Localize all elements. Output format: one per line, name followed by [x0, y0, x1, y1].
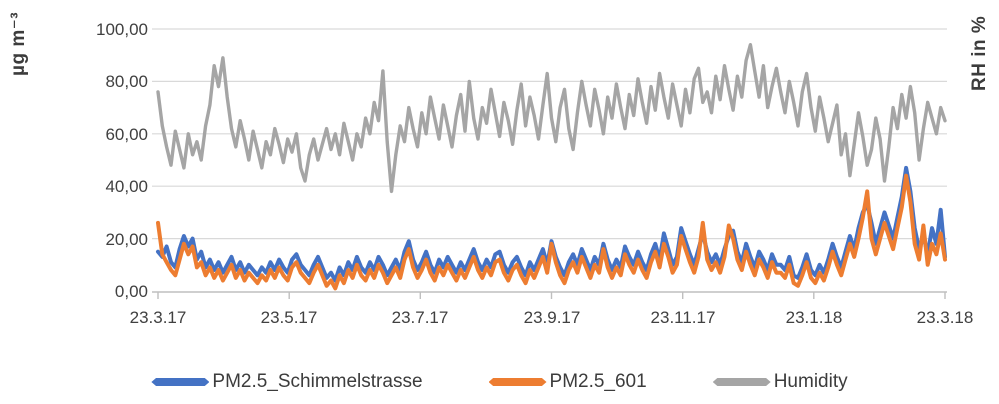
x-tick-label: 23.1.18 [785, 308, 843, 327]
x-tick-label: 23.3.17 [129, 308, 187, 327]
legend-item-humidity: Humidity [712, 371, 848, 393]
y-tick-label: 80,00 [105, 72, 148, 91]
legend-label: PM2.5_Schimmelstrasse [212, 371, 423, 392]
legend-marker-line [712, 378, 771, 386]
y-tick-label: 100,00 [96, 20, 148, 39]
y-tick-label: 60,00 [105, 125, 148, 144]
x-tick-label: 23.9.17 [523, 308, 581, 327]
legend-label: Humidity [773, 371, 848, 392]
series-line-pm25-601 [156, 173, 947, 291]
y-tick-label: 20,00 [105, 230, 148, 249]
y-axis-title-right: RH in % [969, 16, 990, 92]
legend-marker-line [488, 378, 547, 386]
legend-label: PM2.5_601 [549, 371, 647, 392]
x-tick-label: 23.5.17 [260, 308, 318, 327]
x-tick-label: 23.11.17 [650, 308, 716, 327]
series-line-pm25-schimmelstrasse [156, 165, 947, 283]
x-tick-label: 23.7.17 [391, 308, 449, 327]
gridlines [152, 28, 947, 240]
x-tick-label: 23.3.18 [916, 308, 974, 327]
legend-marker-line [151, 378, 210, 386]
y-axis-title-left: µg m⁻³ [8, 12, 29, 77]
y-tick-label: 0,00 [114, 282, 148, 301]
y-tick-label: 40,00 [105, 177, 148, 196]
series-line-humidity [156, 43, 947, 194]
legend-item-pm25-601: PM2.5_601 [488, 371, 647, 393]
legend: PM2.5_Schimmelstrasse PM2.5_601 Humidity [0, 366, 999, 398]
legend-item-pm25-schimmelstrasse: PM2.5_Schimmelstrasse [151, 371, 423, 393]
x-axis [152, 291, 947, 299]
